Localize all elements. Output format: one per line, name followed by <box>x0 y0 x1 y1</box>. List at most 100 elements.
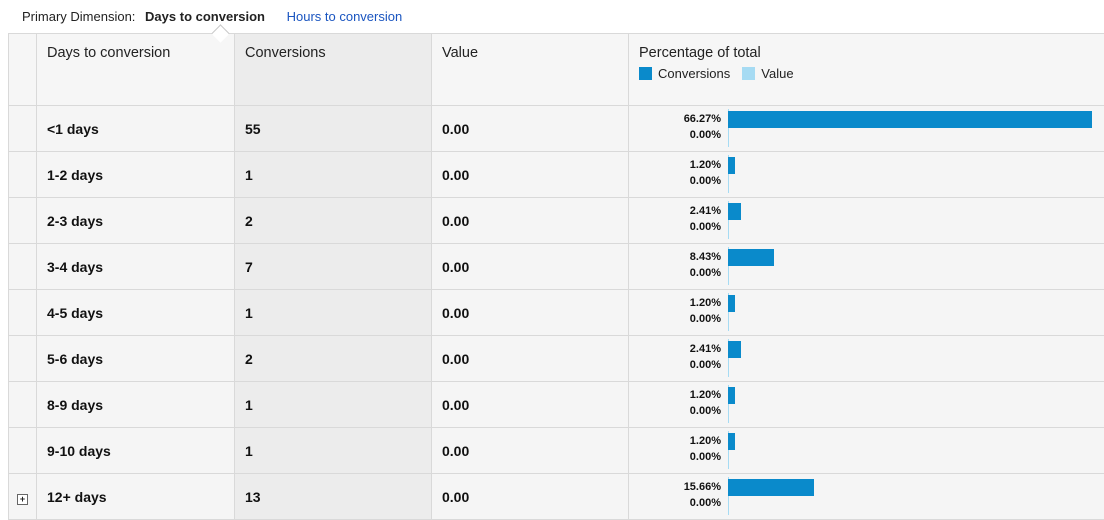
value-percentage: 0.00% <box>689 129 721 141</box>
percentage-labels: 8.43% 0.00% <box>629 249 721 281</box>
conversions-bar <box>728 295 735 312</box>
row-percentage-of-total: 1.20% 0.00% <box>628 151 1104 198</box>
row-value: 0.00 <box>431 335 629 382</box>
value-percentage: 0.00% <box>689 497 721 509</box>
row-days-to-conversion: 2-3 days <box>36 197 235 244</box>
row-days-to-conversion: 3-4 days <box>36 243 235 290</box>
value-legend-swatch <box>742 67 756 80</box>
row-days-to-conversion: 1-2 days <box>36 151 235 198</box>
percentage-bar-area: 1.20% 0.00% <box>629 428 1104 473</box>
value-percentage: 0.00% <box>689 267 721 279</box>
row-percentage-of-total: 1.20% 0.00% <box>628 289 1104 336</box>
table-row: 1-2 days 1 0.00 1.20% 0.00% <box>8 151 1104 198</box>
primary-dimension-bar: Primary Dimension: Days to conversion Ho… <box>0 0 1104 43</box>
row-value: 0.00 <box>431 151 629 198</box>
table-row: 5-6 days 2 0.00 2.41% 0.00% <box>8 335 1104 382</box>
row-percentage-of-total: 66.27% 0.00% <box>628 105 1104 152</box>
row-value: 0.00 <box>431 473 629 520</box>
conversions-percentage: 1.20% <box>689 297 721 309</box>
row-expand-cell <box>8 335 37 382</box>
percentage-labels: 1.20% 0.00% <box>629 295 721 327</box>
value-percentage: 0.00% <box>689 313 721 325</box>
value-bar <box>728 155 729 193</box>
row-value: 0.00 <box>431 381 629 428</box>
row-days-to-conversion: 8-9 days <box>36 381 235 428</box>
value-bar <box>728 201 729 239</box>
dimension-hours-to-conversion-link[interactable]: Hours to conversion <box>286 9 403 24</box>
days-to-conversion-header[interactable]: Days to conversion <box>36 33 235 106</box>
percentage-labels: 66.27% 0.00% <box>629 111 721 143</box>
value-bar <box>728 247 729 285</box>
percentage-bar-area: 1.20% 0.00% <box>629 382 1104 427</box>
percentage-bar-area: 8.43% 0.00% <box>629 244 1104 289</box>
table-row: 9-10 days 1 0.00 1.20% 0.00% <box>8 427 1104 474</box>
percentage-bar-area: 1.20% 0.00% <box>629 152 1104 197</box>
row-conversions: 55 <box>234 105 432 152</box>
value-bar <box>728 477 729 515</box>
percentage-labels: 2.41% 0.00% <box>629 341 721 373</box>
percentage-of-total-header: Percentage of total Conversions Value <box>628 33 1104 106</box>
value-header[interactable]: Value <box>431 33 629 106</box>
row-value: 0.00 <box>431 243 629 290</box>
value-bar <box>728 431 729 469</box>
row-expand-cell <box>8 289 37 336</box>
conversions-percentage: 1.20% <box>689 389 721 401</box>
conversions-legend-label: Conversions <box>658 66 731 81</box>
conversions-percentage: 2.41% <box>689 205 721 217</box>
row-conversions: 1 <box>234 427 432 474</box>
conversions-percentage: 2.41% <box>689 343 721 355</box>
primary-dimension-label: Primary Dimension: <box>22 9 136 24</box>
percentage-labels: 2.41% 0.00% <box>629 203 721 235</box>
row-expand-cell <box>8 243 37 290</box>
conversions-bar <box>728 387 735 404</box>
value-percentage: 0.00% <box>689 451 721 463</box>
expand-column-header <box>8 33 37 106</box>
conversions-bar <box>728 111 1092 128</box>
percentage-header-title: Percentage of total <box>639 45 761 61</box>
expand-row-icon[interactable]: + <box>17 493 28 505</box>
value-bar <box>728 339 729 377</box>
value-bar <box>728 293 729 331</box>
dimension-days-to-conversion[interactable]: Days to conversion <box>145 9 265 24</box>
table-row: 2-3 days 2 0.00 2.41% 0.00% <box>8 197 1104 244</box>
row-percentage-of-total: 1.20% 0.00% <box>628 381 1104 428</box>
row-expand-cell <box>8 197 37 244</box>
table-header-row: Days to conversion Conversions Value Per… <box>8 33 1104 106</box>
row-value: 0.00 <box>431 427 629 474</box>
conversions-percentage: 66.27% <box>683 113 721 125</box>
percentage-legend: Conversions Value <box>639 66 1104 81</box>
percentage-labels: 1.20% 0.00% <box>629 433 721 465</box>
percentage-labels: 1.20% 0.00% <box>629 387 721 419</box>
percentage-bar-area: 66.27% 0.00% <box>629 106 1104 151</box>
table-row: 4-5 days 1 0.00 1.20% 0.00% <box>8 289 1104 336</box>
row-percentage-of-total: 1.20% 0.00% <box>628 427 1104 474</box>
table-body: <1 days 55 0.00 66.27% 0.00% 1-2 days 1 0.00 1.2… <box>8 105 1104 520</box>
table-row: 3-4 days 7 0.00 8.43% 0.00% <box>8 243 1104 290</box>
table-row: <1 days 55 0.00 66.27% 0.00% <box>8 105 1104 152</box>
conversions-bar <box>728 157 735 174</box>
conversions-bar <box>728 479 814 496</box>
row-days-to-conversion: <1 days <box>36 105 235 152</box>
percentage-bar-area: 15.66% 0.00% <box>629 474 1104 519</box>
row-days-to-conversion: 9-10 days <box>36 427 235 474</box>
row-expand-cell <box>8 105 37 152</box>
conversions-percentage: 1.20% <box>689 159 721 171</box>
conversion-table: Days to conversion Conversions Value Per… <box>8 33 1104 520</box>
row-conversions: 1 <box>234 151 432 198</box>
row-conversions: 2 <box>234 197 432 244</box>
row-percentage-of-total: 15.66% 0.00% <box>628 473 1104 520</box>
conversions-header[interactable]: Conversions <box>234 33 432 106</box>
percentage-labels: 15.66% 0.00% <box>629 479 721 511</box>
row-days-to-conversion: 4-5 days <box>36 289 235 336</box>
row-expand-cell <box>8 151 37 198</box>
value-percentage: 0.00% <box>689 175 721 187</box>
row-percentage-of-total: 2.41% 0.00% <box>628 197 1104 244</box>
conversions-percentage: 1.20% <box>689 435 721 447</box>
row-expand-cell <box>8 427 37 474</box>
conversions-percentage: 15.66% <box>683 481 721 493</box>
row-expand-cell <box>8 381 37 428</box>
conversions-bar <box>728 249 774 266</box>
table-row: +12+ days 13 0.00 15.66% 0.00% <box>8 473 1104 520</box>
row-value: 0.00 <box>431 197 629 244</box>
percentage-bar-area: 2.41% 0.00% <box>629 198 1104 243</box>
